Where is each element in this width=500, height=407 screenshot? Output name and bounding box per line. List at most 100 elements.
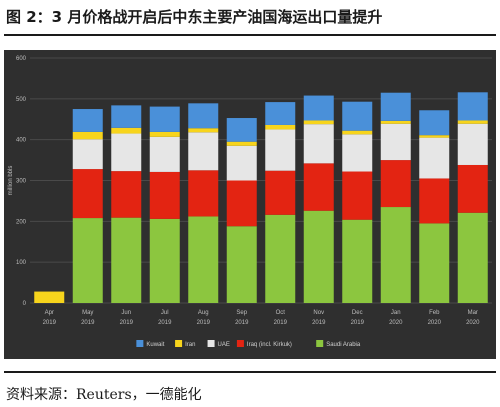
x-tick-year: 2019 <box>351 320 365 326</box>
y-tick-label: 400 <box>16 138 27 144</box>
bar-segment <box>380 160 411 208</box>
x-tick-year: 2019 <box>81 320 95 326</box>
legend-label: Kuwait <box>146 342 164 348</box>
bar-segment <box>111 217 142 303</box>
x-tick-month: Nov <box>313 310 324 316</box>
bar-segment <box>457 164 488 213</box>
bar-segment <box>149 131 180 137</box>
x-tick-month: Jun <box>121 310 131 316</box>
legend-swatch <box>136 340 144 347</box>
bar-segment <box>303 120 334 125</box>
bar-segment <box>188 216 219 303</box>
bar-segment <box>303 95 334 121</box>
bar-segment <box>72 218 103 303</box>
bar-segment <box>111 171 142 218</box>
figure-title: 图 2：3 月价格战开启后中东主要产油国海运出口量提升 <box>6 8 383 26</box>
bar-segment <box>303 163 334 211</box>
y-tick-label: 0 <box>23 301 27 307</box>
x-tick-year: 2019 <box>235 320 249 326</box>
x-tick-month: Jul <box>161 310 169 316</box>
bar-segment <box>342 130 373 135</box>
y-tick-label: 500 <box>16 97 27 103</box>
bar-segment <box>188 128 219 133</box>
bar-segment <box>457 120 488 124</box>
bar-segment <box>72 109 103 132</box>
bar-segment <box>265 102 296 125</box>
bar-segment <box>111 133 142 172</box>
source-note: 资料来源：Reuters，一德能化 <box>6 387 202 403</box>
legend-swatch <box>316 340 324 347</box>
x-tick-month: Apr <box>45 310 54 316</box>
bar-layer <box>34 92 488 303</box>
bar-segment <box>419 223 450 303</box>
x-tick-year: 2019 <box>197 320 211 326</box>
x-tick-month: Jan <box>391 310 401 316</box>
bar-segment <box>265 170 296 215</box>
x-tick-year: 2019 <box>158 320 172 326</box>
bar-segment <box>303 124 334 164</box>
bar-segment <box>149 106 180 132</box>
bar-segment <box>188 170 219 217</box>
bar-segment <box>457 123 488 165</box>
y-tick-label: 200 <box>16 219 27 225</box>
bar-segment <box>342 134 373 172</box>
stacked-bar-chart: 0 100 200 300 400 500 600 million bbls Apr 2019 Ma… <box>8 56 492 348</box>
x-tick-month: May <box>82 310 93 316</box>
legend-label: UAE <box>218 342 230 348</box>
bar-segment <box>419 135 450 138</box>
bar-segment <box>380 92 411 121</box>
x-tick-month: Feb <box>429 310 440 316</box>
x-tick-month: Sep <box>236 310 247 316</box>
bar-segment <box>111 105 142 128</box>
bar-segment <box>149 136 180 172</box>
x-tick-month: Oct <box>276 310 286 316</box>
legend-label: Iran <box>185 342 195 348</box>
x-tick-year: 2019 <box>120 320 134 326</box>
bar-segment <box>265 214 296 303</box>
x-tick-month: Aug <box>198 310 209 316</box>
x-tick-year: 2019 <box>274 320 288 326</box>
bar-segment <box>226 226 257 303</box>
bar-segment <box>188 103 219 129</box>
bar-segment <box>419 137 450 179</box>
bar-segment <box>226 180 257 227</box>
x-tick-month: Dec <box>352 310 363 316</box>
legend-label: Saudi Arabia <box>326 342 361 348</box>
bar-segment <box>265 129 296 171</box>
legend-layer: Kuwait Iran UAE Iraq (incl. Kirkuk) Saudi Ar… <box>136 340 361 348</box>
bar-segment <box>380 207 411 303</box>
chart-panel: 0 100 200 300 400 500 600 million bbls Apr 2019 Ma… <box>4 50 496 359</box>
grid-layer <box>30 57 492 304</box>
x-tick-year: 2019 <box>312 320 326 326</box>
bar-segment <box>457 212 488 303</box>
bar-segment <box>457 92 488 121</box>
bar-segment <box>342 171 373 220</box>
bar-segment <box>380 123 411 161</box>
legend-swatch <box>236 340 244 347</box>
y-tick-label: 100 <box>16 260 27 266</box>
bar-segment <box>226 118 257 142</box>
bar-segment <box>34 291 65 303</box>
axis-layer: 0 100 200 300 400 500 600 million bbls Apr 2019 Ma… <box>8 56 480 326</box>
bar-segment <box>149 171 180 219</box>
bar-segment <box>72 131 103 140</box>
bar-segment <box>226 145 257 181</box>
top-rule <box>4 34 496 36</box>
bottom-rule <box>4 371 496 373</box>
bar-segment <box>303 210 334 303</box>
bar-segment <box>72 169 103 219</box>
x-tick-year: 2019 <box>43 320 57 326</box>
y-axis-label: million bbls <box>8 166 14 196</box>
x-tick-year: 2020 <box>428 320 442 326</box>
bar-segment <box>342 219 373 303</box>
bar-segment <box>72 139 103 170</box>
y-tick-label: 300 <box>16 179 27 185</box>
bar-segment <box>342 101 373 131</box>
bar-segment <box>380 120 411 124</box>
bar-segment <box>111 127 142 134</box>
legend-swatch <box>175 340 183 347</box>
bar-segment <box>265 124 296 130</box>
bar-segment <box>226 141 257 146</box>
bar-segment <box>149 218 180 303</box>
x-tick-year: 2020 <box>389 320 403 326</box>
